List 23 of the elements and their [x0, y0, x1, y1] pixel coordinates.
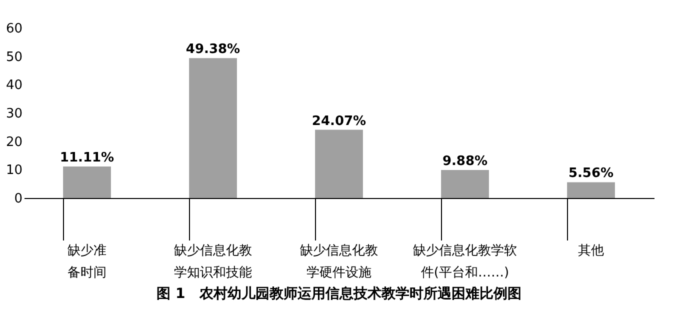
- bar: [567, 182, 615, 198]
- y-tick-label: 30: [6, 106, 22, 122]
- data-label: 24.07%: [312, 114, 366, 129]
- data-label: 11.11%: [60, 150, 114, 166]
- data-label: 49.38%: [186, 42, 240, 58]
- data-label: 9.88%: [442, 154, 488, 170]
- x-tick-label: 缺少信息化教学软件(平台和……): [413, 244, 517, 280]
- y-tick-label: 60: [6, 22, 22, 36]
- x-tick-label: 缺少信息化教学知识和技能: [174, 244, 252, 280]
- bar: [315, 130, 363, 198]
- text: 图 1 农村幼儿园教师运用信息技术教学时所遇困难比例图: [156, 286, 522, 302]
- y-tick-label: 10: [6, 163, 22, 178]
- bar: [189, 58, 237, 198]
- bar: [441, 170, 489, 198]
- y-tick-label: 50: [6, 50, 22, 65]
- x-tick-label: 其他: [578, 244, 604, 258]
- x-tick-label: 缺少准备时间: [68, 244, 106, 280]
- x-tick-label: 缺少信息化教学硬件设施: [300, 244, 378, 280]
- bar: [63, 166, 111, 198]
- y-tick-label: 40: [6, 78, 22, 94]
- y-tick-label: 0: [14, 192, 22, 206]
- y-tick-label: 20: [6, 134, 22, 150]
- data-label: 5.56%: [568, 166, 614, 182]
